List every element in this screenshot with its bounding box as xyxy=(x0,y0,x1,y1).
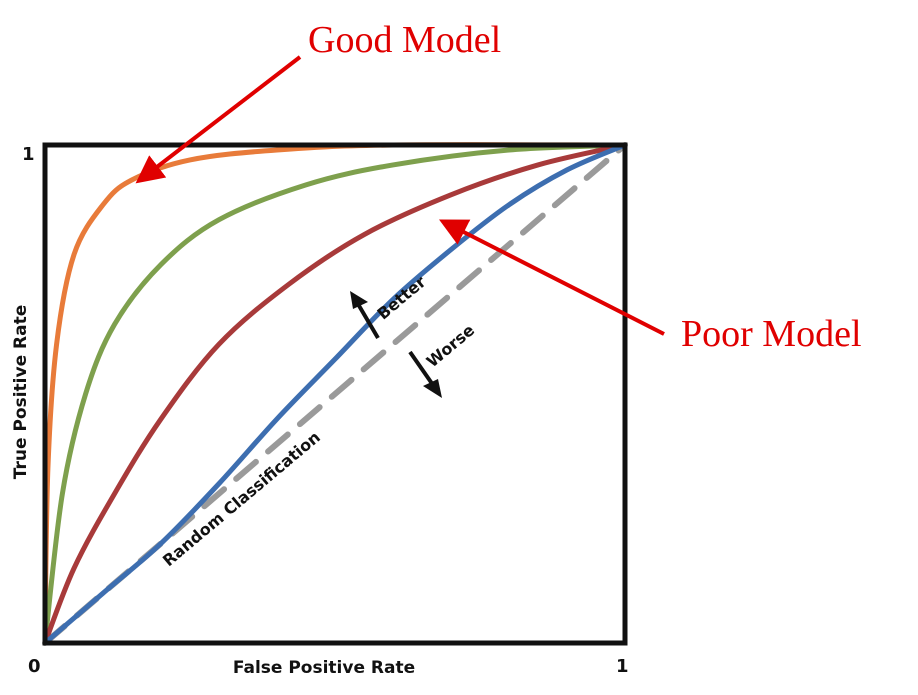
series-layer xyxy=(42,142,628,646)
plot-frame xyxy=(42,142,628,646)
worse-annotation: Worse xyxy=(408,320,478,398)
poor-model-label: Poor Model xyxy=(681,313,862,355)
worse-label: Worse xyxy=(423,320,478,371)
roc-curve-3 xyxy=(42,142,628,646)
x-axis-label: False Positive Rate xyxy=(233,658,415,678)
better-label: Better xyxy=(373,272,429,323)
y-tick-1: 1 xyxy=(22,144,35,165)
worse-arrowhead-icon xyxy=(423,379,442,398)
random-classification-label: Random Classification xyxy=(159,427,324,570)
x-tick-1: 1 xyxy=(616,656,629,677)
poor-model-arrow-icon xyxy=(439,219,665,336)
worse-arrow-icon xyxy=(408,350,435,387)
y-axis-label: True Positive Rate xyxy=(11,305,31,479)
roc-curve-4 xyxy=(42,142,628,646)
good-model-arrow-icon xyxy=(135,55,302,184)
good-model-label: Good Model xyxy=(308,19,501,61)
better-arrowhead-icon xyxy=(350,291,368,309)
roc-curve-2 xyxy=(42,142,628,646)
x-tick-0: 0 xyxy=(28,656,41,677)
better-arrow-icon xyxy=(356,302,380,340)
